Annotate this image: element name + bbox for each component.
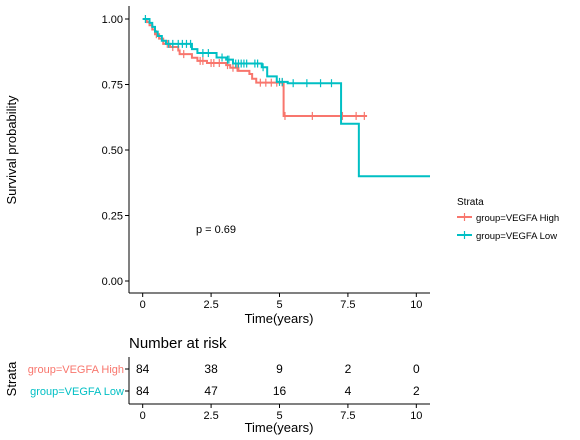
risk-table: Number at risk group=VEGFA High 84 38 9 2 0gr… <box>4 335 430 435</box>
legend-label: group=VEGFA Low <box>476 231 557 242</box>
main-plot: 0.00 0.25 0.50 0.75 1.00 0 2.5 5 7.5 10 Survival… <box>4 6 430 326</box>
x-tick-label: 0 <box>140 299 146 311</box>
risk-y-axis-label: Strata <box>4 361 19 396</box>
risk-count: 9 <box>276 362 283 376</box>
risk-count: 0 <box>413 362 420 376</box>
x-axis-label: Time(years) <box>245 311 314 326</box>
risk-x-tick-label: 0 <box>140 410 146 422</box>
legend-label: group=VEGFA High <box>476 213 559 224</box>
y-ticks: 0.00 0.25 0.50 0.75 1.00 <box>102 14 129 288</box>
risk-x-tick-label: 5 <box>276 410 282 422</box>
risk-x-tick-label: 7.5 <box>340 410 355 422</box>
risk-rows: group=VEGFA High 84 38 9 2 0 group=VEGFA Low 84… <box>28 362 420 398</box>
y-tick-label: 0.50 <box>102 145 123 157</box>
legend: Strata group=VEGFA High group=VEGFA Low <box>457 197 559 242</box>
x-ticks: 0 2.5 5 7.5 10 <box>140 293 422 311</box>
risk-table-title: Number at risk <box>129 335 227 352</box>
legend-title: Strata <box>457 197 484 208</box>
risk-count: 38 <box>204 362 218 376</box>
risk-count: 2 <box>413 384 420 398</box>
risk-count: 84 <box>136 362 150 376</box>
risk-count: 4 <box>345 384 352 398</box>
risk-x-axis-label: Time(years) <box>245 420 314 435</box>
risk-count: 2 <box>345 362 352 376</box>
x-tick-label: 2.5 <box>203 299 218 311</box>
y-tick-label: 1.00 <box>102 14 123 26</box>
y-tick-label: 0.75 <box>102 80 123 92</box>
risk-x-tick-label: 10 <box>410 410 422 422</box>
x-tick-label: 7.5 <box>340 299 355 311</box>
risk-x-ticks: 0 2.5 5 7.5 10 <box>140 404 422 422</box>
y-tick-label: 0.25 <box>102 211 123 223</box>
survival-curve-line <box>142 18 430 178</box>
risk-count: 47 <box>204 384 218 398</box>
risk-row-label: group=VEGFA Low <box>30 386 124 398</box>
survival-curve-line <box>142 18 368 117</box>
survival-curves <box>142 15 430 178</box>
risk-count: 84 <box>136 384 150 398</box>
risk-row-label: group=VEGFA High <box>28 364 124 376</box>
x-tick-label: 10 <box>410 299 422 311</box>
risk-count: 16 <box>273 384 287 398</box>
y-tick-label: 0.00 <box>102 276 123 288</box>
risk-x-tick-label: 2.5 <box>203 410 218 422</box>
x-tick-label: 5 <box>276 299 282 311</box>
legend-items: group=VEGFA High group=VEGFA Low <box>457 213 559 242</box>
y-axis-label: Survival probability <box>4 95 19 205</box>
p-value-annotation: p = 0.69 <box>196 224 236 236</box>
